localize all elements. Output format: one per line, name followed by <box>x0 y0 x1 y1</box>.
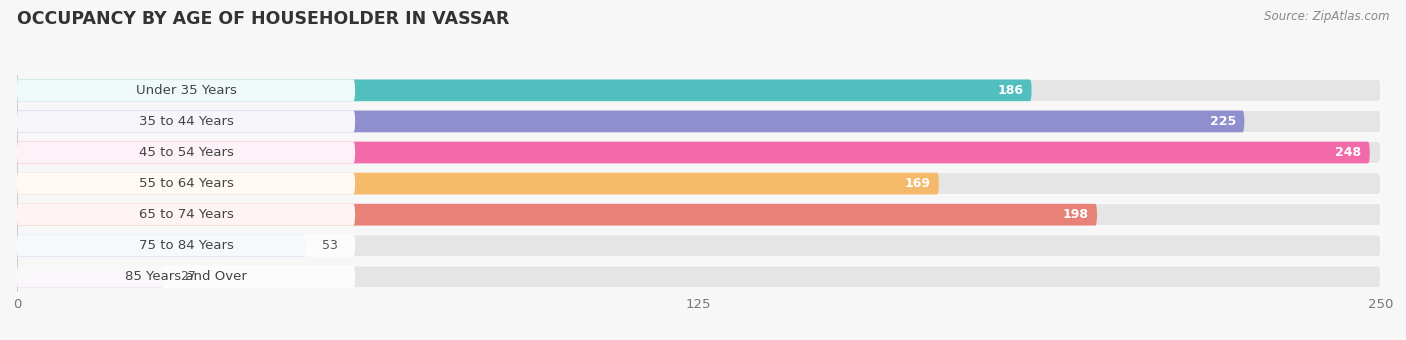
Text: 198: 198 <box>1063 208 1088 221</box>
FancyBboxPatch shape <box>17 235 356 257</box>
Text: 85 Years and Over: 85 Years and Over <box>125 270 247 283</box>
FancyBboxPatch shape <box>17 204 1097 225</box>
Text: 225: 225 <box>1211 115 1236 128</box>
Text: 75 to 84 Years: 75 to 84 Years <box>139 239 233 252</box>
FancyBboxPatch shape <box>17 266 356 288</box>
Text: 169: 169 <box>904 177 931 190</box>
Text: 65 to 74 Years: 65 to 74 Years <box>139 208 233 221</box>
FancyBboxPatch shape <box>17 80 356 101</box>
Text: 45 to 54 Years: 45 to 54 Years <box>139 146 233 159</box>
Text: 55 to 64 Years: 55 to 64 Years <box>139 177 233 190</box>
FancyBboxPatch shape <box>17 142 356 164</box>
FancyBboxPatch shape <box>17 142 1369 164</box>
Text: Under 35 Years: Under 35 Years <box>135 84 236 97</box>
FancyBboxPatch shape <box>17 235 1381 257</box>
Text: 186: 186 <box>997 84 1024 97</box>
Text: 53: 53 <box>322 239 339 252</box>
Text: OCCUPANCY BY AGE OF HOUSEHOLDER IN VASSAR: OCCUPANCY BY AGE OF HOUSEHOLDER IN VASSA… <box>17 10 509 28</box>
FancyBboxPatch shape <box>17 80 1381 101</box>
FancyBboxPatch shape <box>17 235 307 257</box>
Text: 248: 248 <box>1336 146 1361 159</box>
FancyBboxPatch shape <box>17 110 1381 132</box>
FancyBboxPatch shape <box>17 173 1381 194</box>
FancyBboxPatch shape <box>17 80 1032 101</box>
FancyBboxPatch shape <box>17 110 356 132</box>
FancyBboxPatch shape <box>17 266 1381 288</box>
FancyBboxPatch shape <box>17 266 165 288</box>
FancyBboxPatch shape <box>17 110 1244 132</box>
Text: Source: ZipAtlas.com: Source: ZipAtlas.com <box>1264 10 1389 23</box>
FancyBboxPatch shape <box>17 204 356 225</box>
FancyBboxPatch shape <box>17 142 1381 164</box>
FancyBboxPatch shape <box>17 173 356 194</box>
FancyBboxPatch shape <box>17 173 939 194</box>
FancyBboxPatch shape <box>17 204 1381 225</box>
Text: 35 to 44 Years: 35 to 44 Years <box>139 115 233 128</box>
Text: 27: 27 <box>180 270 197 283</box>
